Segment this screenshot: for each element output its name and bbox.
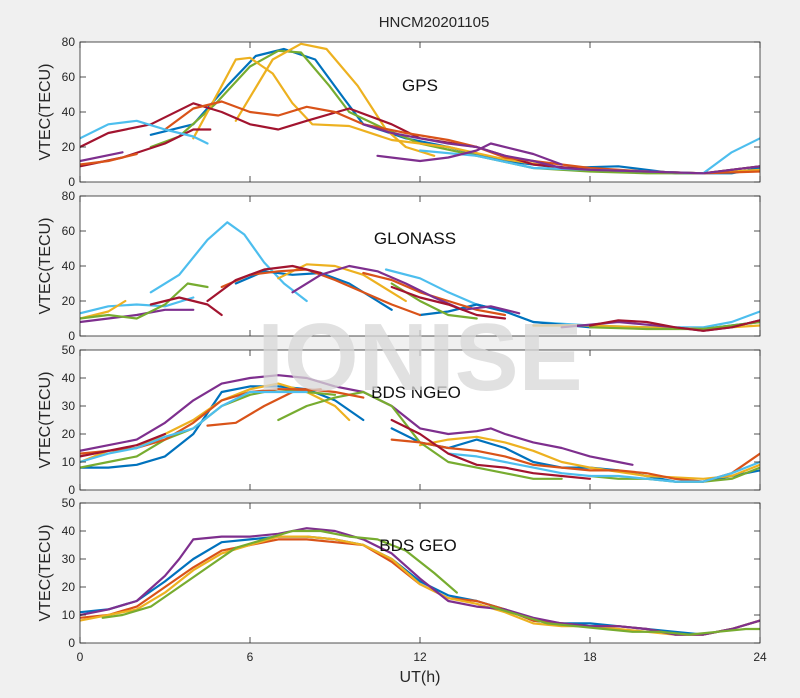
y-tick-label: 20	[62, 140, 76, 154]
panel-1: 0 20 40 60 80 VTEC(TECU) GPS	[37, 35, 761, 189]
series-line-8	[80, 152, 138, 166]
series-line-6	[489, 605, 760, 636]
y-tick-label: 10	[62, 455, 76, 469]
series-line-6	[277, 263, 407, 303]
y-axis-label: VTEC(TECU)	[37, 218, 54, 315]
series-line-12	[80, 390, 308, 464]
y-tick-label: 60	[62, 70, 76, 84]
series-line-13	[447, 452, 760, 483]
y-tick-label: 80	[62, 189, 76, 203]
panel-4: 0 10 20 30 40 50 0 6 12 18 24 VTEC(TECU) BDS GEO	[37, 496, 767, 664]
x-axis-label: UT(h)	[400, 669, 441, 686]
series-line-12	[291, 264, 521, 315]
series-line-9	[80, 119, 209, 145]
y-tick-label: 60	[62, 224, 76, 238]
series-line-13	[376, 142, 563, 166]
y-tick-label: 80	[62, 35, 76, 49]
y-tick-label: 40	[62, 371, 76, 385]
y-axis-label: VTEC(TECU)	[37, 525, 54, 622]
y-axis-label: VTEC(TECU)	[37, 372, 54, 469]
x-tick-label: 24	[753, 650, 767, 664]
y-tick-label: 40	[62, 524, 76, 538]
y-tick-label: 10	[62, 608, 76, 622]
series-line-1	[149, 221, 308, 303]
panel-3: 0 10 20 30 40 50 VTEC(TECU) BDS NGEO	[37, 343, 761, 497]
watermark: IONISE	[257, 304, 582, 411]
x-tick-label: 0	[77, 650, 84, 664]
series-line-7	[163, 100, 760, 175]
series-group	[80, 527, 760, 636]
y-tick-label: 20	[62, 580, 76, 594]
panel-label: GPS	[402, 76, 438, 95]
y-tick-label: 0	[68, 329, 75, 343]
series-group	[80, 42, 760, 175]
panel-label: BDS NGEO	[371, 383, 461, 402]
y-tick-label: 40	[62, 105, 76, 119]
series-line-12	[362, 123, 760, 175]
y-axis-label: VTEC(TECU)	[37, 64, 54, 161]
y-tick-label: 0	[68, 483, 75, 497]
y-tick-label: 50	[62, 343, 76, 357]
series-line-2	[80, 296, 195, 315]
series-line-14	[80, 432, 167, 458]
figure-title: HNCM20201105	[379, 14, 490, 31]
series-line-11	[80, 151, 124, 163]
series-line-4	[234, 42, 436, 157]
plot-area	[80, 503, 760, 643]
series-line-14	[80, 282, 209, 320]
series-line-18	[206, 264, 322, 303]
series-line-19	[390, 285, 507, 320]
series-line-17	[149, 296, 223, 317]
series-group	[80, 221, 760, 332]
y-tick-label: 30	[62, 552, 76, 566]
plot-area	[80, 196, 760, 336]
y-tick-label: 0	[68, 636, 75, 650]
series-line-20	[588, 319, 760, 332]
series-line-4	[80, 527, 760, 636]
y-tick-label: 50	[62, 496, 76, 510]
series-line-7	[80, 299, 127, 320]
panel-label: BDS GEO	[379, 536, 456, 555]
x-tick-label: 18	[583, 650, 597, 664]
panel-label: GLONASS	[374, 229, 456, 248]
series-line-15	[390, 418, 592, 480]
y-tick-label: 20	[62, 427, 76, 441]
y-tick-label: 30	[62, 399, 76, 413]
x-tick-label: 6	[247, 650, 254, 664]
y-tick-label: 20	[62, 294, 76, 308]
series-line-5	[101, 529, 458, 619]
plot-area	[80, 42, 760, 182]
y-tick-label: 0	[68, 175, 75, 189]
series-group	[80, 374, 760, 483]
series-line-16	[588, 320, 760, 331]
series-line-2	[149, 49, 760, 175]
series-line-11	[80, 308, 195, 324]
panel-2: 0 20 40 60 80 VTEC(TECU) GLONASS	[37, 189, 761, 343]
x-tick-label: 12	[413, 650, 427, 664]
y-tick-label: 40	[62, 259, 76, 273]
